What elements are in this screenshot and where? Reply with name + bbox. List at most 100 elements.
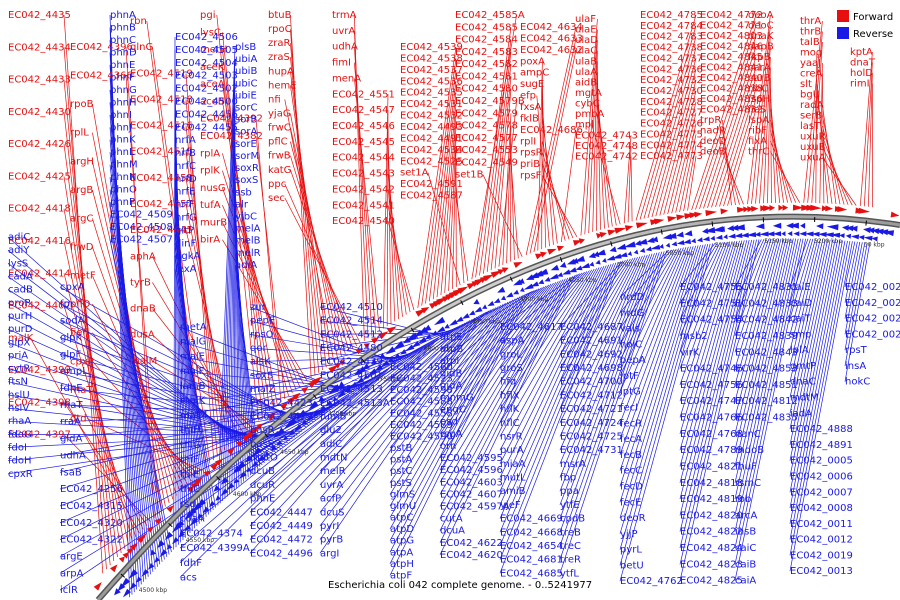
reverse-gene-label[interactable]: EC042_0025 <box>845 282 900 293</box>
forward-gene-label[interactable]: EC042_4541 <box>332 200 395 211</box>
reverse-gene-label[interactable]: gmtP <box>790 361 816 372</box>
reverse-gene-label[interactable]: smp <box>790 329 811 340</box>
forward-gene-label[interactable]: glnG <box>130 42 153 53</box>
forward-gene-label[interactable]: ppc <box>268 179 286 190</box>
reverse-gene-label[interactable]: pyrL <box>620 545 642 556</box>
reverse-gene-label[interactable]: EC042_4589 <box>390 420 453 431</box>
reverse-gene-label[interactable]: treR <box>560 555 581 566</box>
reverse-gene-label[interactable]: lptF <box>620 371 639 382</box>
reverse-gene-label[interactable]: sorE <box>235 139 257 150</box>
reverse-gene-label[interactable]: EC042_4513 <box>320 384 383 395</box>
forward-gene-label[interactable]: EC042_4775 <box>640 129 703 140</box>
reverse-gene-label[interactable]: EC042_4596 <box>440 465 503 476</box>
reverse-gene-label[interactable]: phnE <box>110 60 135 71</box>
reverse-gene-label[interactable]: EC042_4496 <box>250 548 313 559</box>
forward-gene-label[interactable]: EC042_4832 <box>700 105 763 116</box>
reverse-gene-label[interactable]: holC <box>620 339 642 350</box>
forward-gene-label[interactable]: EC042_4774 <box>640 140 703 151</box>
reverse-gene-label[interactable]: yjeF <box>500 500 521 511</box>
forward-gene-label[interactable]: EC042_4416 <box>8 236 71 247</box>
reverse-gene-label[interactable]: EC042_0005 <box>790 456 853 467</box>
forward-gene-label[interactable]: EC042_4784 <box>640 21 703 32</box>
reverse-gene-label[interactable]: treC <box>560 541 581 552</box>
forward-gene-label[interactable]: EC042_4532 <box>400 111 463 122</box>
forward-gene-label[interactable]: katG <box>268 165 291 176</box>
reverse-gene-label[interactable]: ompL <box>60 366 88 377</box>
reverse-gene-label[interactable]: cadB <box>8 285 33 296</box>
forward-gene-label[interactable]: EC042_4515 <box>130 147 193 158</box>
reverse-gene-label[interactable]: lamB <box>180 381 206 392</box>
reverse-gene-label[interactable]: gidB <box>440 368 462 379</box>
reverse-gene-label[interactable]: thiC <box>180 484 200 495</box>
reverse-gene-label[interactable]: sorA <box>235 127 257 138</box>
reverse-gene-label[interactable]: nsrR <box>500 432 523 443</box>
forward-gene-label[interactable]: dnaK <box>748 31 774 42</box>
forward-gene-label[interactable]: EC042_4397 <box>8 430 71 441</box>
reverse-gene-label[interactable]: EC042_4712 <box>560 390 623 401</box>
forward-gene-label[interactable]: deoB <box>700 147 726 158</box>
forward-gene-label[interactable]: nusG <box>200 183 226 194</box>
forward-gene-label[interactable]: efp <box>520 91 536 102</box>
reverse-gene-label[interactable]: EC042_0013 <box>790 566 853 577</box>
reverse-gene-label[interactable]: alsK <box>250 357 271 368</box>
forward-gene-label[interactable]: EC042_4445 <box>130 225 193 236</box>
forward-gene-label[interactable]: rpsF <box>520 171 542 182</box>
forward-gene-label[interactable]: fxsA <box>520 102 542 113</box>
reverse-gene-label[interactable]: cpdB <box>560 514 585 525</box>
reverse-gene-label[interactable]: cytR <box>8 364 30 375</box>
forward-gene-label[interactable]: thrC <box>748 147 769 158</box>
reverse-gene-label[interactable]: EC042_4818 <box>680 478 743 489</box>
reverse-gene-label[interactable]: cadA <box>8 272 33 283</box>
reverse-gene-label[interactable]: phnF <box>110 72 135 83</box>
reverse-gene-label[interactable]: rob <box>735 494 751 505</box>
forward-gene-label[interactable]: EC042_4543 <box>332 169 395 180</box>
forward-gene-label[interactable]: EC042_4840 <box>700 73 763 84</box>
reverse-gene-label[interactable]: lexA <box>175 264 197 275</box>
reverse-gene-label[interactable]: psd <box>440 417 458 428</box>
reverse-gene-label[interactable]: ubiE <box>235 90 257 101</box>
reverse-gene-label[interactable]: basS <box>250 439 274 450</box>
reverse-gene-label[interactable]: mdtM <box>790 393 819 404</box>
reverse-gene-label[interactable]: gldA <box>60 434 82 445</box>
reverse-gene-label[interactable]: EC042_4513A <box>320 398 390 409</box>
reverse-gene-label[interactable]: EC042_4595 <box>440 453 503 464</box>
forward-gene-label[interactable]: thrB <box>800 27 821 38</box>
reverse-gene-label[interactable]: EC042_4822 <box>680 527 743 538</box>
reverse-gene-label[interactable]: iadA <box>790 408 812 419</box>
reverse-gene-label[interactable]: EC042_4374 <box>180 528 243 539</box>
reverse-gene-label[interactable]: malG <box>180 337 206 348</box>
forward-gene-label[interactable]: slt <box>800 79 812 90</box>
reverse-gene-label[interactable]: rsd <box>180 499 196 510</box>
forward-gene-label[interactable]: EC042_4407 <box>8 301 71 312</box>
reverse-gene-label[interactable]: hslU <box>8 390 30 401</box>
reverse-gene-label[interactable]: fpr <box>60 299 75 310</box>
reverse-gene-label[interactable]: dinF <box>175 238 196 249</box>
reverse-gene-label[interactable]: ftsN <box>8 377 28 388</box>
forward-gene-label[interactable]: cpxP <box>70 356 94 367</box>
reverse-gene-label[interactable]: EC042_4510 <box>320 302 383 313</box>
reverse-gene-label[interactable]: glpX <box>8 337 30 348</box>
forward-gene-label[interactable]: argB <box>70 185 93 196</box>
forward-gene-label[interactable]: aphA <box>130 251 156 262</box>
reverse-gene-label[interactable]: atpD <box>390 524 414 535</box>
forward-gene-label[interactable]: aidB <box>575 77 597 88</box>
forward-gene-label[interactable]: ileS <box>748 105 766 116</box>
reverse-gene-label[interactable]: EC042_0019 <box>790 550 853 561</box>
forward-gene-label[interactable]: EC042_4542 <box>332 184 395 195</box>
reverse-gene-label[interactable]: uvrA <box>320 480 343 491</box>
forward-gene-label[interactable]: deoA <box>748 10 774 21</box>
reverse-gene-label[interactable]: dcuA <box>440 526 465 537</box>
forward-gene-label[interactable]: EC042_4551 <box>332 89 395 100</box>
reverse-gene-label[interactable]: EC042_4603 <box>440 477 503 488</box>
reverse-gene-label[interactable]: malK <box>180 396 206 407</box>
reverse-gene-label[interactable]: malM <box>180 410 207 421</box>
reverse-gene-label[interactable]: rhaT <box>60 400 83 411</box>
forward-gene-label[interactable]: uxuB <box>800 142 826 153</box>
forward-gene-label[interactable]: rpoB <box>70 99 94 110</box>
reverse-gene-label[interactable]: EC042_4768 <box>680 429 743 440</box>
forward-gene-label[interactable]: dtd <box>70 413 87 424</box>
reverse-gene-label[interactable]: phnJ <box>110 122 132 133</box>
reverse-gene-label[interactable]: ytfE <box>560 500 580 511</box>
forward-gene-label[interactable]: dapB <box>748 42 774 53</box>
reverse-gene-label[interactable]: fecD <box>620 482 643 493</box>
